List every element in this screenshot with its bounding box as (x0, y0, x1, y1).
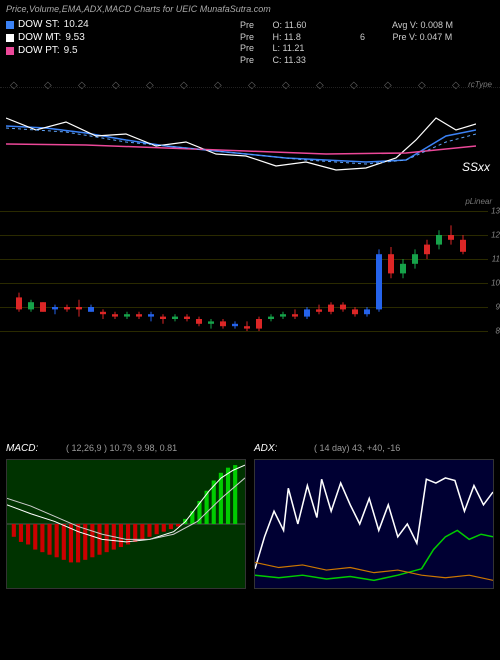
ssxx-label: SSxx (462, 160, 490, 174)
ohlc-info: Pre O: 11.60Pre H: 11.8Pre L: 11.21Pre C… (240, 20, 306, 67)
macd-values: ( 12,26,9 ) 10.79, 9.98, 0.81 (66, 443, 177, 453)
adx-title: ADX: (254, 443, 277, 454)
volume-info: Avg V: 0.008 M6 Pre V: 0.047 M (360, 20, 453, 43)
scale-label-2: pLinear (465, 197, 492, 206)
macd-panel: MACD: ( 12,26,9 ) 10.79, 9.98, 0.81 (6, 443, 246, 589)
adx-panel: ADX: ( 14 day) 43, +40, -16 (254, 443, 494, 589)
page-title: Price,Volume,EMA,ADX,MACD Charts for UEI… (0, 0, 500, 18)
adx-values: ( 14 day) 43, +40, -16 (314, 443, 400, 453)
ema-chart (0, 87, 500, 207)
candle-chart: 8910111213 pLinear (0, 211, 500, 331)
macd-title: MACD: (6, 443, 38, 454)
